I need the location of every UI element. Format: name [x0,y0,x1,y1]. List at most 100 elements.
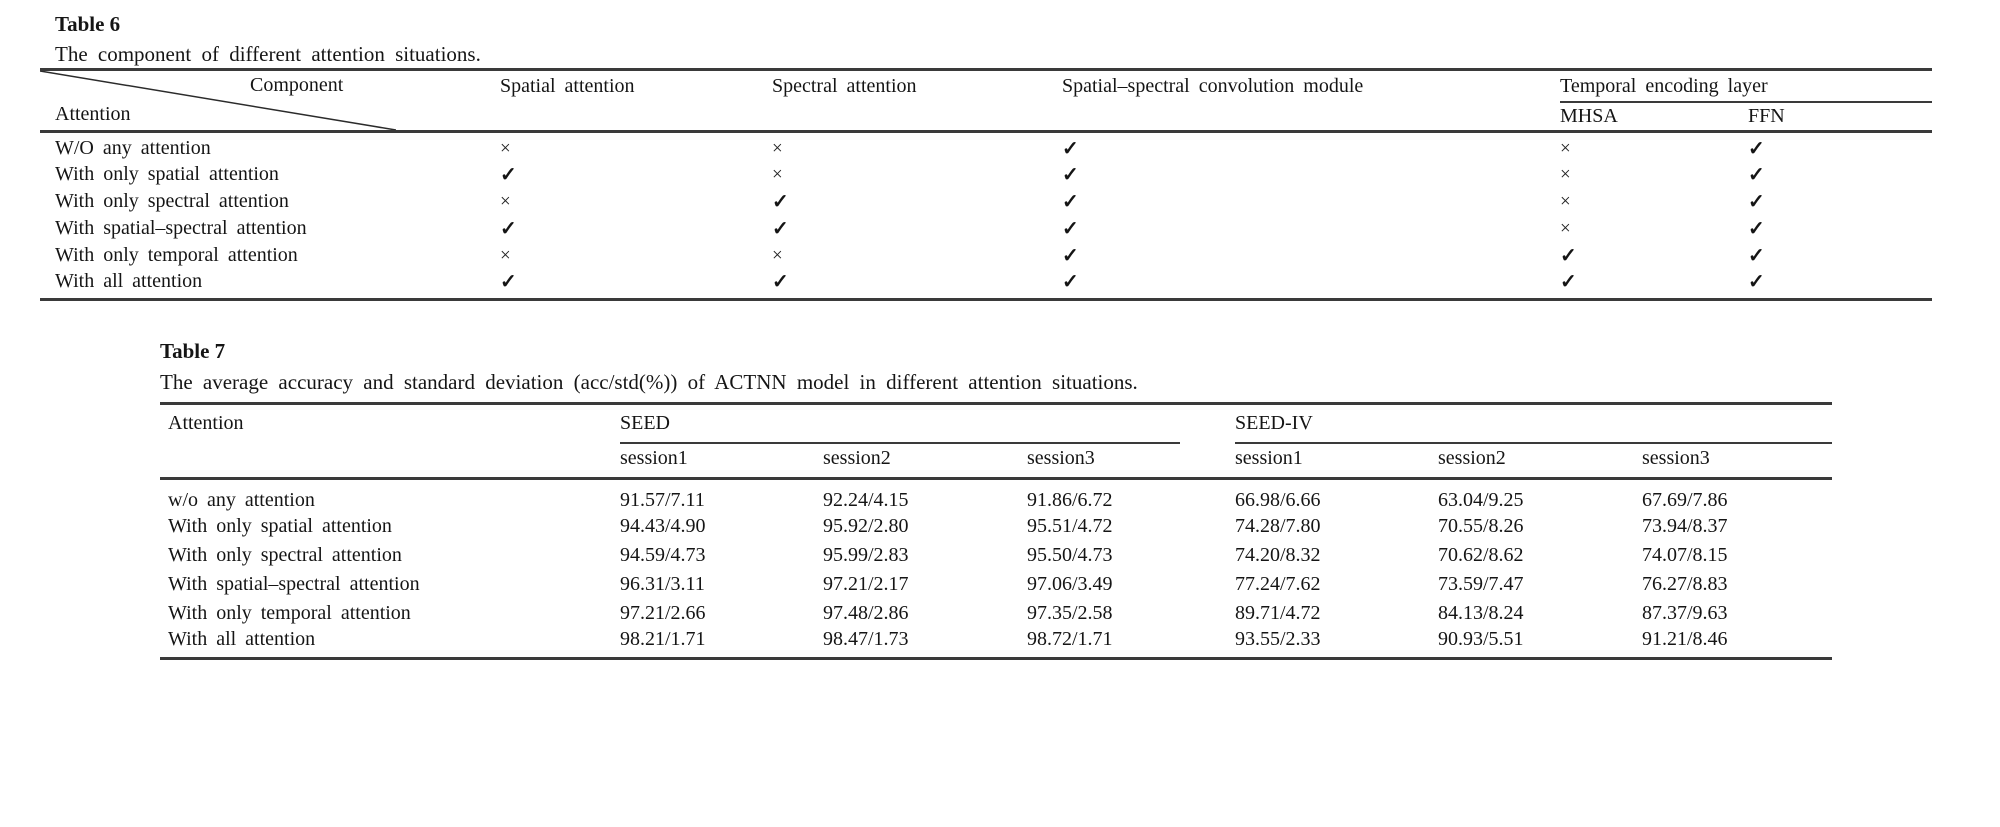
value-cell: 95.99/2.83 [823,543,909,566]
mark-cell: × [1560,190,1571,212]
row-label: With only temporal attention [168,601,411,624]
table6: Component Attention Spatial attention Sp… [40,68,1933,301]
value-cell: 74.20/8.32 [1235,543,1321,566]
value-cell: 67.69/7.86 [1642,488,1728,511]
value-cell: 73.59/7.47 [1438,572,1524,595]
table-row: With only spatial attention 94.43/4.90 9… [160,512,1832,541]
table7-caption: The average accuracy and standard deviat… [160,370,1138,394]
table7-col-seediv-session2: session2 [1438,444,1642,480]
table7-col-attention: Attention [160,403,620,480]
table-row: With all attention ✓ ✓ ✓ ✓ ✓ [40,269,1932,300]
mark-cell: ✓ [500,271,517,293]
seed-iv-group-label: SEED-IV [1235,412,1313,434]
table7-col-seed-session1: session1 [620,444,823,480]
mark-cell: ✓ [1062,191,1079,213]
mark-cell: ✓ [1062,271,1079,293]
row-label: With only spatial attention [168,514,392,537]
table6-col-spatial-attention: Spatial attention [500,69,772,133]
value-cell: 96.31/3.11 [620,572,705,595]
value-cell: 98.47/1.73 [823,627,909,650]
mark-cell: ✓ [1560,271,1577,293]
value-cell: 74.07/8.15 [1642,543,1728,566]
row-label: With all attention [55,270,203,292]
value-cell: 97.06/3.49 [1027,572,1113,595]
table6-col-conv-module: Spatial–spectral convolution module [1062,69,1560,133]
table-row: With spatial–spectral attention 96.31/3.… [160,570,1832,599]
table7-header-row-1: Attention SEED SEED-IV [160,403,1832,480]
table-row: w/o any attention 91.57/7.11 92.24/4.15 … [160,478,1832,512]
table-row: W/O any attention × × ✓ × ✓ [40,132,1932,162]
table-row: With only temporal attention × × ✓ ✓ ✓ [40,242,1932,269]
table7-group-seed-iv: SEED-IV [1235,404,1832,444]
mark-cell: × [772,163,783,185]
value-cell: 93.55/2.33 [1235,627,1321,650]
mark-cell: ✓ [1062,218,1079,240]
row-label: With all attention [168,627,316,650]
mark-cell: ✓ [772,218,789,240]
value-cell: 76.27/8.83 [1642,572,1728,595]
value-cell: 91.86/6.72 [1027,488,1113,511]
value-cell: 63.04/9.25 [1438,488,1524,511]
mark-cell: ✓ [1748,138,1765,160]
value-cell: 70.55/8.26 [1438,514,1524,537]
table7-section: Table 7 The average accuracy and standar… [160,339,1832,660]
mark-cell: ✓ [1560,245,1577,267]
table6-diagonal-header-cell: Component Attention [40,69,500,133]
mark-cell: × [772,137,783,159]
mark-cell: ✓ [772,271,789,293]
mark-cell: ✓ [1062,245,1079,267]
mark-cell: ✓ [1748,218,1765,240]
value-cell: 97.35/2.58 [1027,601,1113,624]
paper-page: Table 6 The component of different atten… [40,12,1933,660]
table7-col-seed-session3: session3 [1027,444,1235,480]
value-cell: 92.24/4.15 [823,488,909,511]
row-label: With spatial–spectral attention [55,217,307,239]
value-cell: 98.21/1.71 [620,627,706,650]
row-label: With only spectral attention [168,543,402,566]
row-label: With spatial–spectral attention [168,572,420,595]
mark-cell: × [1560,163,1571,185]
mark-cell: × [500,244,511,266]
value-cell: 73.94/8.37 [1642,514,1728,537]
table7-header: Attention SEED SEED-IV session1 sessio [160,403,1832,480]
mark-cell: × [1560,217,1571,239]
table6-col-temporal-encoding-layer: Temporal encoding layer [1560,69,1933,103]
value-cell: 66.98/6.66 [1235,488,1321,511]
table7-header-row-2: session1 session2 session3 session1 sess… [160,444,1832,480]
mark-cell: ✓ [1062,164,1079,186]
table6-col-ffn: FFN [1748,101,1933,133]
table-row: With all attention 98.21/1.71 98.47/1.73… [160,628,1832,659]
seed-group-label: SEED [620,412,670,434]
value-cell: 97.48/2.86 [823,601,909,624]
mark-cell: ✓ [1748,271,1765,293]
value-cell: 77.24/7.62 [1235,572,1321,595]
mark-cell: ✓ [1062,138,1079,160]
row-label: With only spectral attention [55,190,289,212]
value-cell: 95.92/2.80 [823,514,909,537]
table-row: With only spectral attention 94.59/4.73 … [160,541,1832,570]
mark-cell: × [500,137,511,159]
table-row: With only spatial attention ✓ × ✓ × ✓ [40,161,1932,188]
table7-col-seed-session2: session2 [823,444,1027,480]
row-label: W/O any attention [55,137,211,159]
value-cell: 95.50/4.73 [1027,543,1113,566]
table7-body: w/o any attention 91.57/7.11 92.24/4.15 … [160,478,1832,658]
mark-cell: ✓ [1748,164,1765,186]
table6-col-mhsa: MHSA [1560,101,1748,133]
table6-body: W/O any attention × × ✓ × ✓ With only sp… [40,132,1932,300]
table6-caption: The component of different attention sit… [55,42,481,66]
value-cell: 91.57/7.11 [620,488,705,511]
value-cell: 90.93/5.51 [1438,627,1524,650]
table-row: With spatial–spectral attention ✓ ✓ ✓ × … [40,215,1932,242]
seed-group-underline: SEED [620,405,1180,444]
value-cell: 70.62/8.62 [1438,543,1524,566]
mark-cell: × [772,244,783,266]
mark-cell: ✓ [1748,191,1765,213]
table7-label: Table 7 [160,339,226,363]
value-cell: 97.21/2.17 [823,572,909,595]
diagonal-divider-line [40,71,396,130]
value-cell: 87.37/9.63 [1642,601,1728,624]
mark-cell: × [500,190,511,212]
table6-label: Table 6 [55,12,121,36]
row-label: w/o any attention [168,488,315,511]
